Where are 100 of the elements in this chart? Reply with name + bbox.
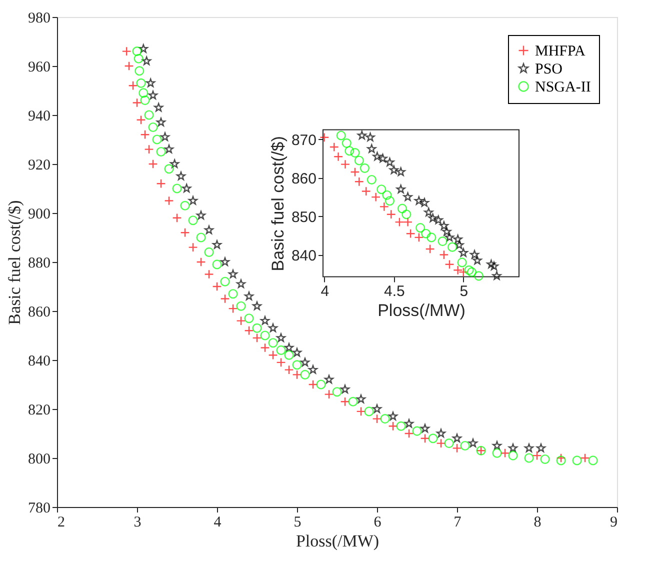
- point: [140, 130, 150, 140]
- point: [360, 163, 370, 173]
- point: [176, 171, 186, 180]
- point: [220, 276, 230, 286]
- point: [372, 152, 382, 161]
- point: [212, 260, 222, 270]
- point: [228, 269, 238, 278]
- point: [386, 210, 396, 220]
- y-tick-label: 900: [28, 206, 50, 222]
- point: [458, 248, 468, 257]
- point: [188, 196, 198, 205]
- y-tick-label: 780: [28, 500, 50, 516]
- point: [452, 434, 462, 442]
- y-tick-label: 820: [28, 402, 50, 418]
- point: [428, 213, 438, 222]
- point: [138, 44, 148, 53]
- point: [372, 414, 382, 424]
- point: [204, 225, 214, 234]
- point: [460, 440, 470, 451]
- point: [236, 316, 246, 326]
- point: [356, 406, 366, 416]
- point: [212, 240, 222, 249]
- point: [144, 110, 154, 120]
- point: [284, 350, 294, 360]
- x-tick-label: 3: [134, 514, 142, 530]
- y-tick-label: 860: [291, 170, 316, 188]
- point: [396, 184, 406, 194]
- point: [180, 200, 190, 210]
- point: [425, 244, 435, 254]
- point: [414, 232, 424, 242]
- point: [340, 396, 350, 406]
- y-tick-label: 860: [28, 304, 50, 320]
- point: [436, 428, 446, 438]
- point: [384, 196, 395, 206]
- point: [180, 228, 190, 238]
- point: [350, 167, 360, 177]
- point: [508, 443, 518, 452]
- point: [532, 450, 542, 460]
- point: [524, 443, 534, 452]
- point: [156, 118, 166, 126]
- point: [442, 226, 452, 236]
- point: [228, 304, 238, 314]
- point: [452, 443, 462, 453]
- point: [468, 438, 478, 448]
- point: [354, 156, 364, 166]
- point: [486, 260, 496, 268]
- point: [420, 434, 430, 444]
- point: [284, 365, 294, 375]
- point: [324, 390, 334, 400]
- point: [444, 438, 454, 448]
- point: [124, 61, 134, 71]
- point: [276, 358, 286, 368]
- point: [416, 223, 426, 233]
- point: [220, 257, 230, 266]
- point: [388, 421, 398, 431]
- point: [354, 176, 364, 186]
- y-tick-label: 850: [291, 208, 316, 226]
- point: [472, 256, 482, 265]
- point: [182, 184, 192, 192]
- point: [276, 345, 286, 355]
- x-tick-label: 4.5: [384, 283, 405, 300]
- point: [556, 456, 566, 466]
- point: [156, 146, 166, 157]
- point: [367, 144, 376, 153]
- point: [148, 159, 158, 169]
- point: [260, 316, 270, 325]
- point: [142, 56, 152, 66]
- point: [276, 333, 286, 342]
- point: [426, 232, 436, 242]
- point: [228, 289, 238, 299]
- point: [376, 184, 386, 194]
- point: [492, 271, 502, 280]
- point: [136, 115, 146, 125]
- point: [556, 453, 566, 463]
- point: [421, 228, 431, 238]
- point: [394, 217, 404, 227]
- point: [357, 130, 366, 140]
- point: [300, 370, 310, 380]
- point: [366, 132, 375, 142]
- point: [156, 178, 166, 188]
- point: [292, 348, 302, 357]
- point: [252, 333, 262, 343]
- point: [470, 250, 480, 259]
- point: [406, 228, 416, 238]
- point: [134, 66, 144, 76]
- point: [292, 360, 302, 370]
- point: [148, 90, 158, 100]
- point: [320, 132, 330, 142]
- point: [453, 234, 462, 244]
- point: [244, 292, 254, 300]
- point: [268, 323, 278, 332]
- point: [464, 265, 474, 275]
- point: [361, 186, 371, 196]
- point: [136, 78, 146, 88]
- point: [152, 134, 162, 144]
- point: [350, 148, 360, 158]
- point: [164, 144, 174, 154]
- point: [172, 213, 182, 223]
- point: [212, 282, 222, 292]
- legend-label: PSO: [535, 62, 563, 78]
